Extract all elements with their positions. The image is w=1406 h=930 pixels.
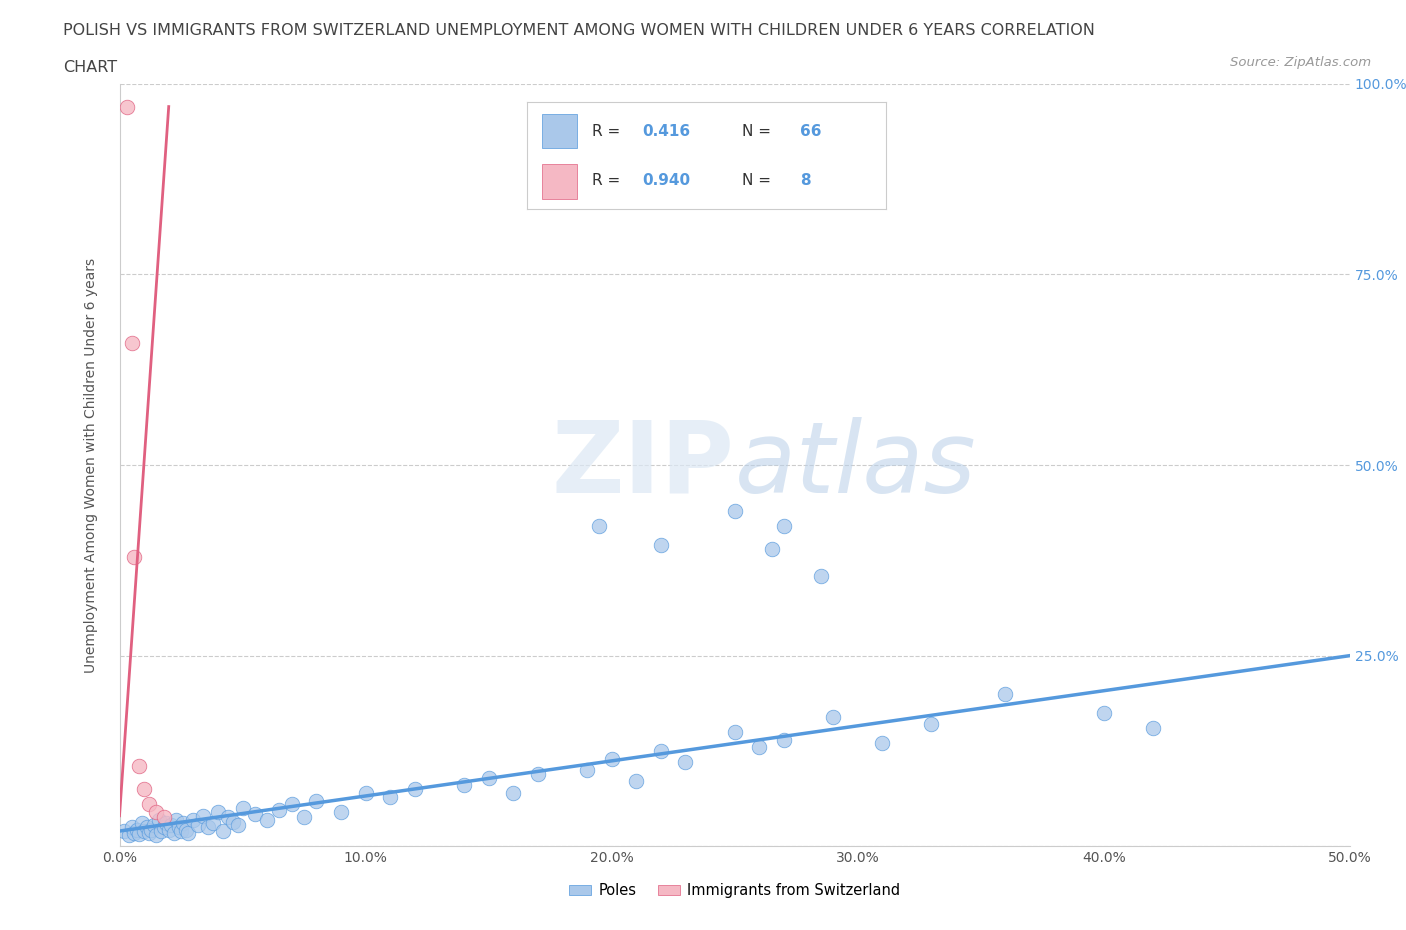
Text: atlas: atlas (734, 417, 976, 513)
Point (921, 717, 943, 732)
Point (222, 815, 245, 830)
Point (121, 820, 143, 835)
Point (994, 686, 1017, 701)
Point (163, 825, 186, 840)
Point (165, 812, 187, 827)
Point (723, 503, 745, 518)
Point (128, 827, 150, 842)
Point (600, 751, 623, 766)
Point (150, 824, 173, 839)
Point (118, 828, 141, 843)
FancyBboxPatch shape (541, 165, 578, 199)
Point (153, 810, 174, 825)
Point (132, 781, 156, 796)
Point (121, 336, 143, 351)
Point (748, 739, 770, 754)
Point (329, 804, 352, 819)
Point (256, 812, 278, 827)
Point (773, 519, 796, 534)
Point (502, 786, 524, 801)
Point (1142, 721, 1164, 736)
Text: N =: N = (742, 124, 776, 139)
Point (138, 797, 160, 812)
Text: ZIP: ZIP (551, 417, 734, 513)
Point (170, 824, 193, 839)
Point (650, 744, 672, 759)
Point (167, 820, 190, 835)
Point (131, 816, 153, 830)
Text: POLISH VS IMMIGRANTS FROM SWITZERLAND UNEMPLOYMENT AMONG WOMEN WITH CHILDREN UND: POLISH VS IMMIGRANTS FROM SWITZERLAND UN… (63, 23, 1095, 38)
Text: 66: 66 (800, 124, 821, 139)
Text: 0.416: 0.416 (643, 124, 690, 139)
Point (187, 817, 209, 832)
Point (202, 816, 225, 830)
Point (217, 810, 239, 825)
Point (243, 807, 266, 822)
Point (177, 825, 200, 840)
Point (821, 710, 844, 724)
Point (183, 812, 205, 827)
Point (124, 549, 146, 564)
Point (125, 822, 148, 837)
Point (872, 736, 894, 751)
Legend: Poles, Immigrants from Switzerland: Poles, Immigrants from Switzerland (564, 877, 905, 904)
Point (174, 822, 197, 837)
Point (211, 824, 233, 839)
Text: Source: ZipAtlas.com: Source: ZipAtlas.com (1230, 56, 1371, 69)
Point (453, 777, 475, 792)
Point (675, 755, 697, 770)
Point (128, 759, 150, 774)
Point (624, 774, 647, 789)
Point (114, 824, 135, 839)
Text: CHART: CHART (63, 60, 117, 75)
Point (810, 568, 832, 583)
Point (761, 541, 783, 556)
Point (153, 820, 174, 835)
Point (305, 793, 328, 808)
Point (145, 804, 167, 819)
Point (588, 519, 610, 534)
Point (191, 808, 215, 823)
Point (155, 816, 177, 830)
Point (148, 812, 170, 827)
Point (477, 770, 501, 785)
Point (197, 820, 219, 835)
Point (404, 781, 426, 796)
Point (172, 816, 194, 830)
Text: 0.940: 0.940 (643, 173, 690, 188)
Point (354, 786, 377, 801)
Point (115, 100, 138, 114)
Point (138, 825, 160, 840)
Point (143, 817, 166, 832)
Point (576, 763, 599, 777)
Point (269, 803, 291, 817)
Point (141, 822, 163, 837)
Point (723, 724, 745, 739)
Text: R =: R = (592, 124, 624, 139)
Point (135, 820, 157, 835)
Point (145, 828, 167, 843)
Point (292, 810, 315, 825)
Point (773, 732, 796, 747)
Point (650, 538, 672, 552)
Point (380, 790, 402, 804)
Point (132, 824, 156, 839)
Point (226, 817, 249, 832)
Text: R =: R = (592, 173, 624, 188)
Text: 8: 8 (800, 173, 810, 188)
Point (207, 804, 229, 819)
FancyBboxPatch shape (541, 114, 578, 148)
Text: N =: N = (742, 173, 776, 188)
Point (160, 817, 183, 832)
Point (281, 797, 304, 812)
Point (124, 825, 146, 840)
Point (231, 801, 254, 816)
Point (527, 766, 550, 781)
Y-axis label: Unemployment Among Women with Children Under 6 years: Unemployment Among Women with Children U… (84, 258, 98, 672)
Point (157, 822, 180, 837)
Point (1092, 706, 1115, 721)
